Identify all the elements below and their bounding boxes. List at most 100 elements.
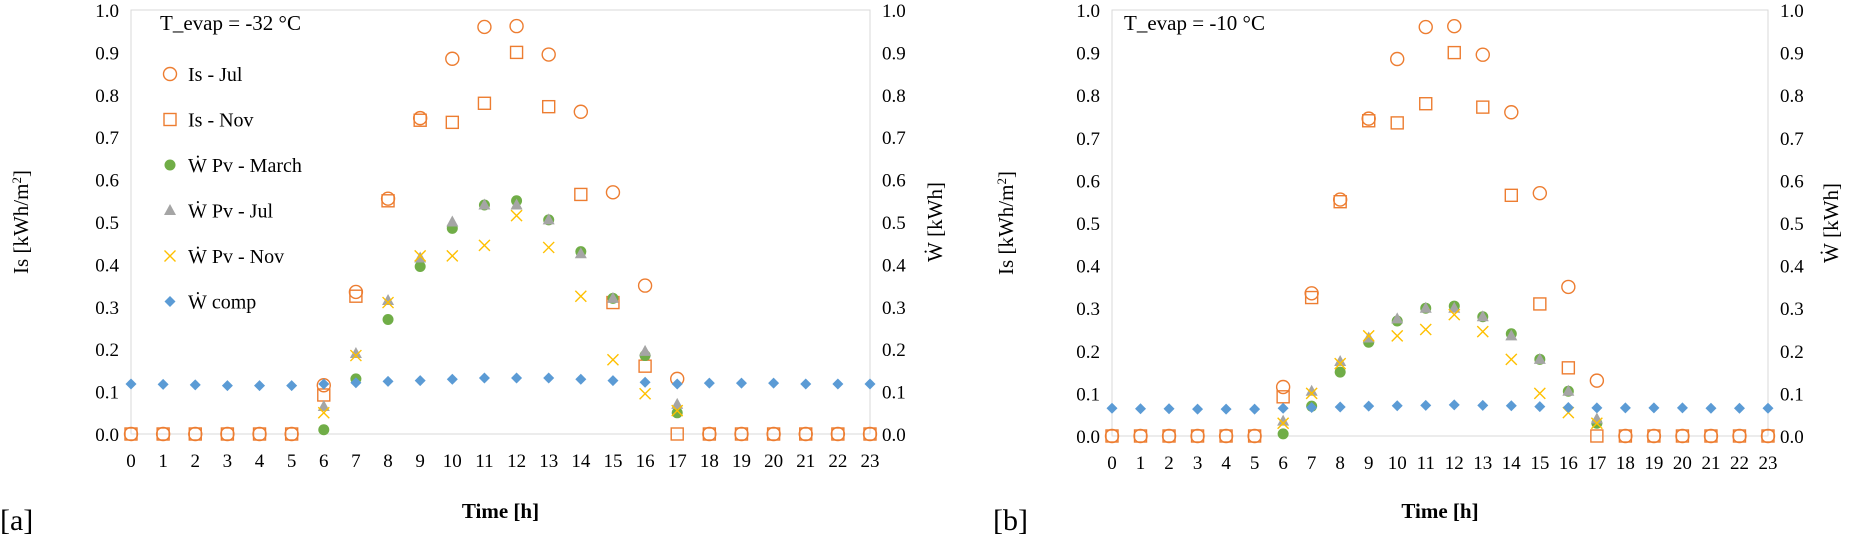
y-tick-label-left: 0.0 [1076, 427, 1100, 448]
legend-marker [164, 159, 176, 171]
x-tick-label: 1 [158, 451, 168, 472]
data-point [414, 375, 426, 387]
x-tick-label: 3 [223, 451, 233, 472]
data-point [1704, 429, 1718, 443]
data-point [575, 373, 587, 385]
data-point [1305, 387, 1318, 400]
y-tick-label-right: 0.1 [882, 383, 906, 404]
data-point [157, 378, 169, 390]
data-point [1561, 361, 1576, 375]
data-point [1533, 297, 1547, 311]
x-tick-label: 6 [1278, 453, 1288, 474]
x-tick-label: 10 [1388, 453, 1407, 474]
series-is-nov [1105, 45, 1775, 443]
data-point [1247, 429, 1262, 443]
y-tick-label-right: 0.0 [1780, 427, 1804, 448]
data-point [573, 104, 589, 119]
data-point [768, 377, 780, 389]
data-point [1676, 402, 1688, 414]
series--pv-nov [317, 209, 684, 419]
data-point [1562, 384, 1575, 396]
legend-marker [164, 250, 176, 262]
x-tick-label: 23 [861, 451, 880, 472]
data-point [382, 314, 394, 326]
data-point [1419, 97, 1433, 111]
legend-label: Ẇ Pv - Nov [188, 245, 284, 268]
x-tick-label: 12 [1445, 453, 1464, 474]
y-tick-label-right: 0.8 [882, 86, 906, 107]
data-point [1504, 188, 1519, 203]
data-point [381, 194, 395, 208]
legend-label: Is - Nov [188, 110, 254, 132]
data-point [1391, 400, 1403, 412]
x-tick-label: 7 [351, 451, 361, 472]
data-point [1219, 429, 1233, 443]
data-point [1192, 403, 1204, 415]
data-point [542, 213, 555, 225]
data-point [541, 47, 556, 62]
x-tick-label: 11 [1417, 453, 1435, 474]
data-point [1277, 428, 1289, 440]
data-point [349, 349, 362, 362]
y-tick-label-right: 0.6 [1780, 171, 1804, 192]
y-tick-label-left: 1.0 [95, 1, 119, 22]
series--pv-nov [1277, 308, 1603, 430]
data-point [509, 18, 524, 34]
data-point [766, 427, 781, 441]
data-point [1590, 412, 1603, 424]
data-point [446, 215, 459, 227]
x-tick-label: 6 [319, 451, 329, 472]
legend-marker [164, 296, 176, 307]
y-tick-label-right: 0.7 [1780, 129, 1804, 150]
data-point [1561, 279, 1576, 295]
data-point [446, 249, 459, 262]
y-tick-label-left: 0.1 [95, 383, 119, 404]
data-point [478, 198, 491, 210]
series-is-jul [1104, 18, 1776, 444]
data-point [1505, 329, 1518, 341]
legend-marker [164, 204, 176, 215]
plot-area [1111, 9, 1769, 437]
y-tick-label-right: 0.2 [1780, 342, 1804, 363]
data-point [221, 380, 233, 392]
series--pv-jul [317, 198, 684, 411]
series-is-nov [124, 45, 877, 441]
y-tick-label-right: 0.4 [1780, 257, 1804, 278]
data-point [1277, 417, 1290, 430]
y-tick-label-left: 0.1 [1076, 384, 1100, 405]
data-point [1133, 429, 1148, 443]
data-point [1305, 384, 1318, 396]
data-point [1591, 402, 1603, 414]
x-tick-label: 17 [668, 451, 687, 472]
y-tick-label-left: 0.6 [1076, 171, 1100, 192]
y-tick-label-right: 0.4 [882, 255, 906, 276]
x-tick-label: 9 [1364, 453, 1374, 474]
data-point [639, 387, 652, 400]
data-point [1334, 354, 1347, 366]
data-point [1448, 399, 1460, 411]
data-point [1448, 301, 1461, 313]
data-point [1448, 308, 1461, 321]
y-tick-label-left: 0.8 [95, 86, 119, 107]
y-tick-label-right: 0.6 [882, 171, 906, 192]
x-tick-label: 14 [571, 451, 591, 472]
data-point [1618, 429, 1633, 443]
y-tick-label-left: 0.4 [95, 255, 119, 276]
data-point [188, 427, 202, 441]
y-tick-label-left: 0.0 [95, 425, 119, 446]
data-point [349, 289, 363, 303]
data-point [318, 424, 330, 436]
y-tick-label-left: 0.8 [1076, 86, 1100, 107]
data-point [1418, 19, 1433, 35]
data-point [734, 427, 749, 441]
data-point [1762, 402, 1774, 414]
data-point [637, 278, 653, 293]
data-point [1304, 286, 1319, 301]
data-point [1276, 390, 1290, 404]
y-tick-label-left: 0.3 [1076, 299, 1100, 320]
data-point [382, 296, 395, 309]
data-point [541, 99, 556, 114]
data-point [350, 377, 362, 389]
data-point [1562, 401, 1574, 413]
data-point [349, 346, 362, 358]
